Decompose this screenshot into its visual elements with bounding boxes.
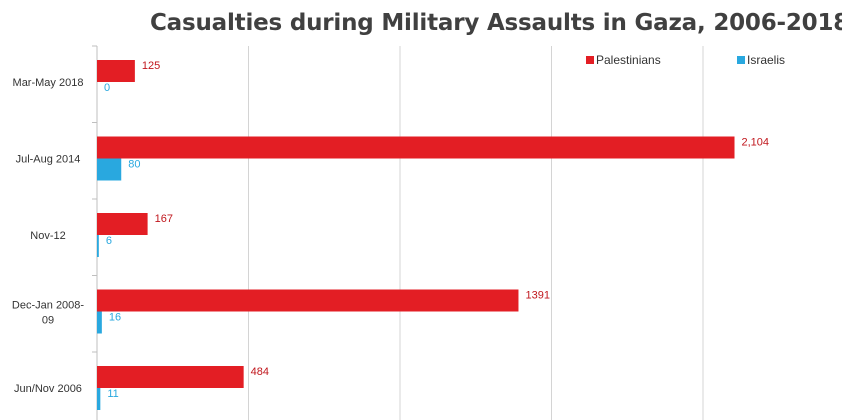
data-label-israelis: 16 [109,312,121,324]
bar-palestinians [97,289,519,312]
data-label-palestinians: 167 [155,213,173,225]
category-label: Nov-12 [30,230,65,242]
bar-palestinians [97,60,135,82]
bar-israelis [97,311,102,334]
data-label-palestinians: 484 [251,366,269,378]
legend-label-israelis: Israelis [747,53,785,67]
category-label: Mar-May 2018 [13,77,84,89]
category-label: Jun/Nov 2006 [14,383,82,395]
legend-swatch-israelis [737,56,745,64]
bar-israelis [97,388,101,410]
chart-title: Casualties during Military Assaults in G… [150,10,842,36]
bar-israelis [97,235,99,257]
bar-palestinians [97,213,148,235]
bar-israelis [97,158,122,181]
legend-swatch-palestinians [586,56,594,64]
data-label-palestinians: 125 [142,60,160,72]
bar-palestinians [97,136,735,159]
data-label-israelis: 0 [104,82,110,94]
data-label-palestinians: 2,104 [742,137,770,149]
category-label: Dec-Jan 2008-09 [12,300,84,327]
bar-palestinians [97,366,244,388]
data-label-israelis: 80 [128,159,140,171]
legend-label-palestinians: Palestinians [596,53,661,67]
data-label-israelis: 11 [107,388,118,400]
data-label-israelis: 6 [106,235,112,247]
data-label-palestinians: 1391 [525,290,549,302]
category-label: Jul-Aug 2014 [16,154,81,166]
